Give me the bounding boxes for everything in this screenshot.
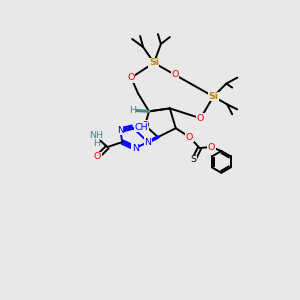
Text: O: O xyxy=(94,152,101,161)
Text: S: S xyxy=(190,155,196,164)
Text: CH: CH xyxy=(134,123,148,132)
Text: N: N xyxy=(145,138,152,147)
Text: O: O xyxy=(197,114,204,123)
Text: O: O xyxy=(208,142,215,152)
Text: O: O xyxy=(171,70,178,79)
Text: N: N xyxy=(117,126,124,135)
Text: O: O xyxy=(128,73,135,82)
Text: Si: Si xyxy=(149,58,159,67)
Text: H: H xyxy=(129,106,136,115)
Text: N: N xyxy=(132,143,139,152)
Text: Si: Si xyxy=(208,92,218,101)
Text: O: O xyxy=(186,133,193,142)
Text: NH: NH xyxy=(89,130,103,140)
Text: H: H xyxy=(93,139,100,148)
Text: O: O xyxy=(141,121,149,130)
